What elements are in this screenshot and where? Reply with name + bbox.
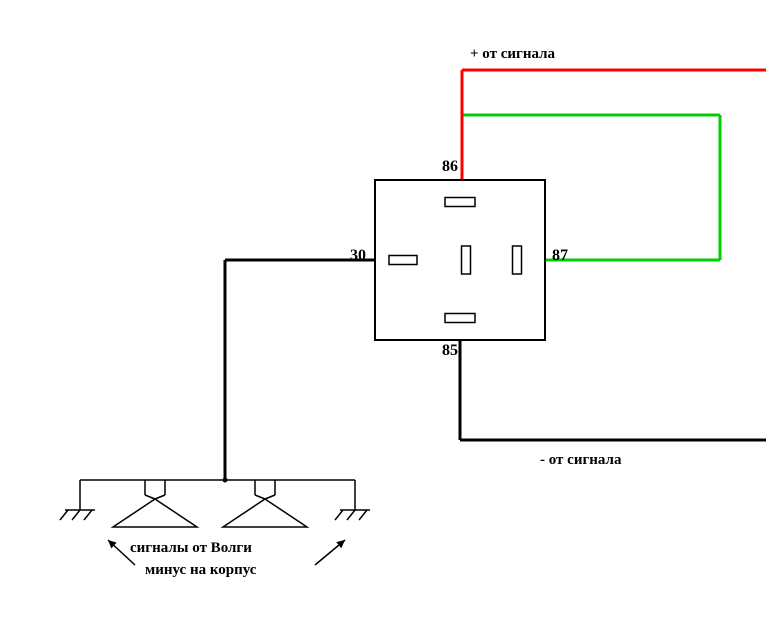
wiring-diagram xyxy=(0,0,766,621)
label-ground: минус на корпус xyxy=(145,562,256,579)
pin-label-86: 86 xyxy=(442,158,458,176)
label-pos-signal: + от сигнала xyxy=(470,46,555,63)
pin-label-85: 85 xyxy=(442,342,458,360)
pin-label-30: 30 xyxy=(350,247,366,265)
label-horns: сигналы от Волги xyxy=(130,540,252,557)
label-neg-signal: - от сигнала xyxy=(540,452,621,469)
pin-label-87: 87 xyxy=(552,247,568,265)
